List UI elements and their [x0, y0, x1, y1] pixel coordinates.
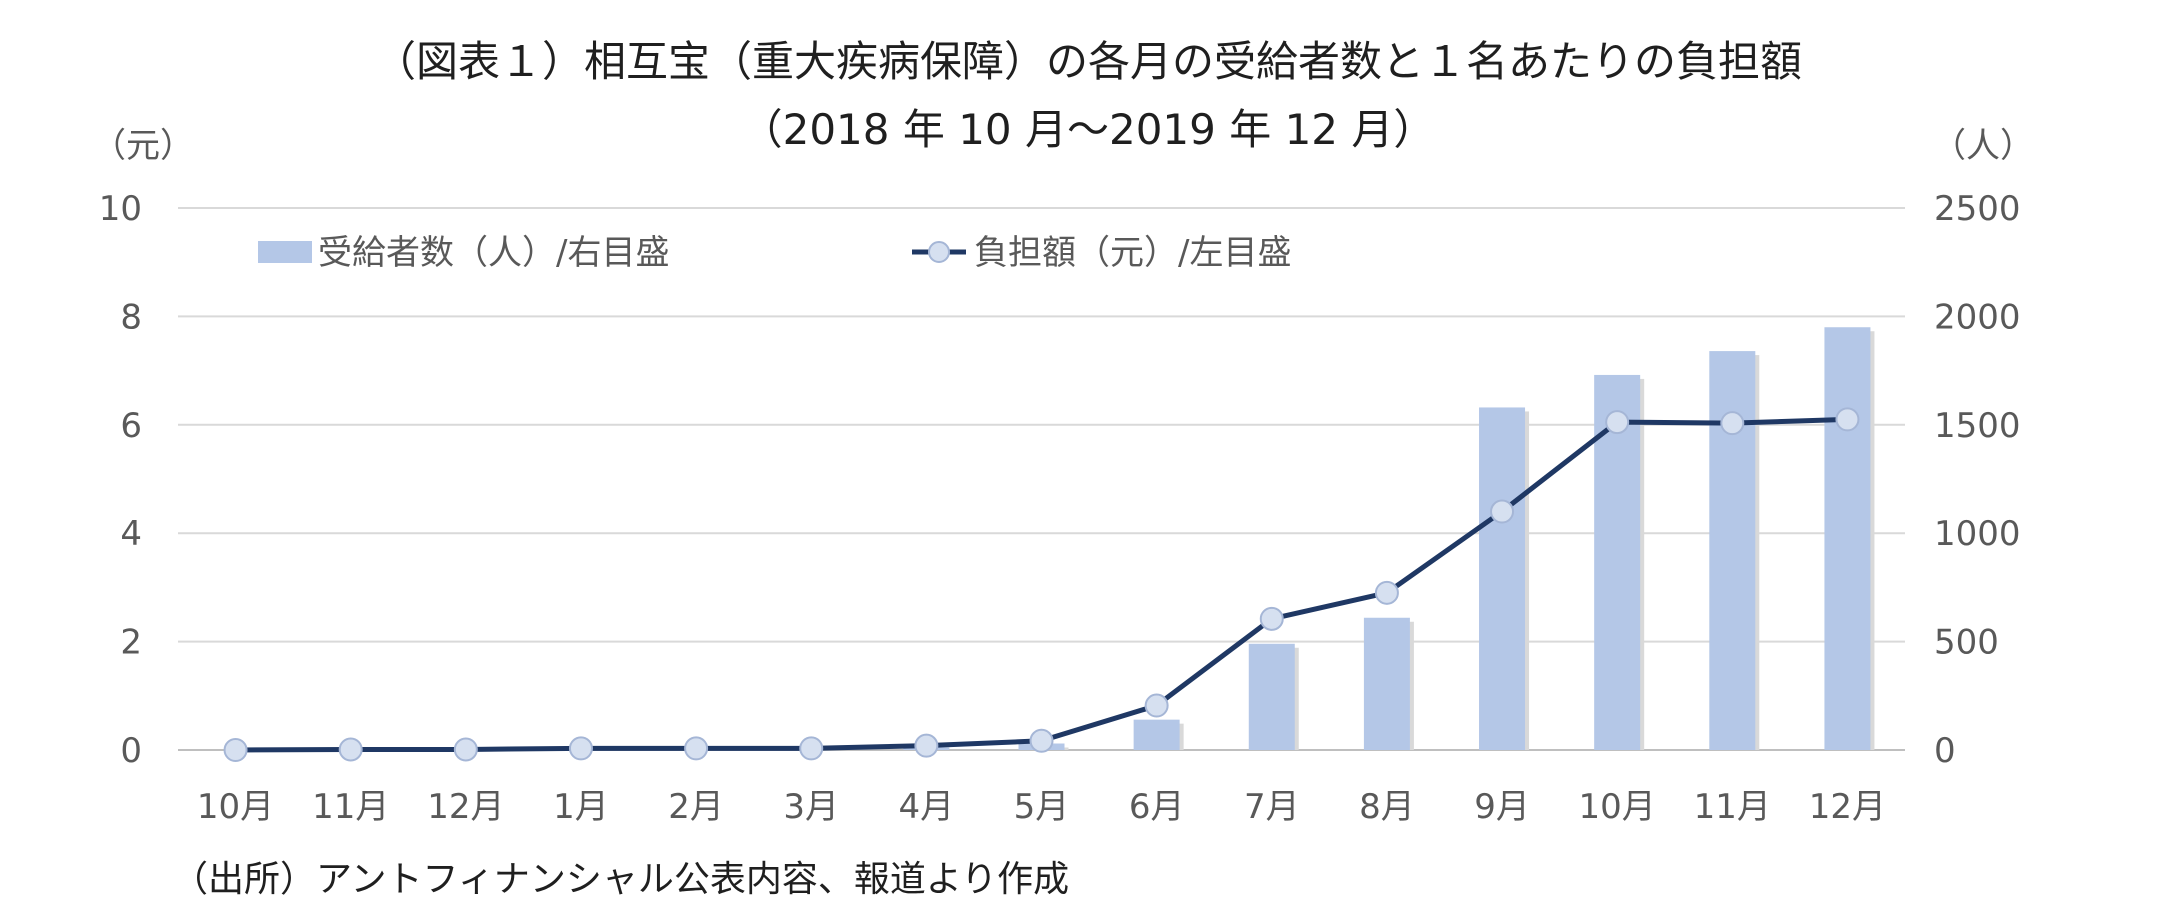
- legend-bar-swatch: [258, 241, 312, 263]
- bar: [1824, 327, 1871, 750]
- bar: [1709, 351, 1756, 750]
- right-tick-label: 2500: [1934, 189, 2021, 229]
- x-tick-label: 12月: [427, 787, 504, 827]
- right-tick-label: 1000: [1934, 514, 2021, 554]
- left-tick-label: 10: [99, 189, 142, 229]
- bar: [1363, 617, 1410, 750]
- line-point: [453, 737, 478, 762]
- left-axis-ticks: 0 2 4 6 8 10: [99, 189, 142, 771]
- x-tick-label: 7月: [1244, 787, 1300, 827]
- line-point: [1374, 580, 1399, 605]
- right-tick-label: 2000: [1934, 297, 2021, 337]
- line-point: [1605, 410, 1630, 435]
- x-tick-label: 11月: [1694, 787, 1771, 827]
- chart-title: （図表１）相互宝（重大疾病保障）の各月の受給者数と１名あたりの負担額: [373, 37, 1802, 86]
- legend-line-label: 負担額（元）/左目盛: [974, 233, 1291, 273]
- x-tick-label: 4月: [899, 787, 955, 827]
- chart-subtitle: （2018 年 10 月〜2019 年 12 月）: [740, 105, 1436, 154]
- bar: [1248, 643, 1295, 750]
- bar: [1479, 407, 1526, 750]
- x-tick-label: 5月: [1014, 787, 1070, 827]
- line-point: [568, 736, 593, 761]
- left-tick-label: 8: [120, 297, 142, 337]
- x-tick-label: 8月: [1359, 787, 1415, 827]
- line-point: [914, 733, 939, 758]
- line-series: [223, 407, 1860, 762]
- right-axis-ticks: 0 500 1000 1500 2000 2500: [1934, 189, 2021, 771]
- line-point: [1490, 499, 1515, 524]
- bar-series: [442, 327, 1875, 750]
- legend-bar-label: 受給者数（人）/右目盛: [318, 233, 669, 273]
- left-axis-unit: （元）: [92, 126, 194, 166]
- line-point: [1029, 728, 1054, 753]
- line-point: [338, 737, 363, 762]
- x-tick-label: 3月: [783, 787, 839, 827]
- gridlines: [178, 207, 1905, 751]
- right-axis-unit: （人）: [1932, 126, 2034, 166]
- x-tick-label: 9月: [1474, 787, 1530, 827]
- x-tick-label: 11月: [312, 787, 389, 827]
- left-tick-label: 4: [120, 514, 142, 554]
- x-tick-label: 6月: [1129, 787, 1185, 827]
- right-tick-label: 500: [1934, 623, 1999, 663]
- bar: [1133, 719, 1180, 750]
- x-tick-label: 10月: [197, 787, 274, 827]
- bar: [1594, 374, 1641, 750]
- line-point: [684, 736, 709, 761]
- x-tick-label: 1月: [553, 787, 609, 827]
- x-tick-label: 12月: [1809, 787, 1886, 827]
- x-tick-label: 10月: [1579, 787, 1656, 827]
- line-point: [1835, 407, 1860, 432]
- left-tick-label: 0: [120, 731, 142, 771]
- right-tick-label: 0: [1934, 731, 1956, 771]
- x-axis-ticks: 10月 11月 12月 1月 2月 3月 4月 5月 6月 7月 8月 9月 10月 11月 12月: [197, 787, 1886, 827]
- x-tick-label: 2月: [668, 787, 724, 827]
- legend-line-marker: [928, 241, 950, 263]
- line-point: [1259, 606, 1284, 631]
- left-tick-label: 2: [120, 623, 142, 663]
- legend: 受給者数（人）/右目盛 負担額（元）/左目盛: [258, 233, 1291, 273]
- line-point: [223, 738, 248, 762]
- left-tick-label: 6: [120, 406, 142, 446]
- line-point: [1720, 411, 1745, 436]
- right-tick-label: 1500: [1934, 406, 2021, 446]
- line-point: [799, 736, 824, 761]
- source-note: （出所）アントフィナンシャル公表内容、報道より作成: [172, 859, 1070, 900]
- line-point: [1144, 693, 1169, 718]
